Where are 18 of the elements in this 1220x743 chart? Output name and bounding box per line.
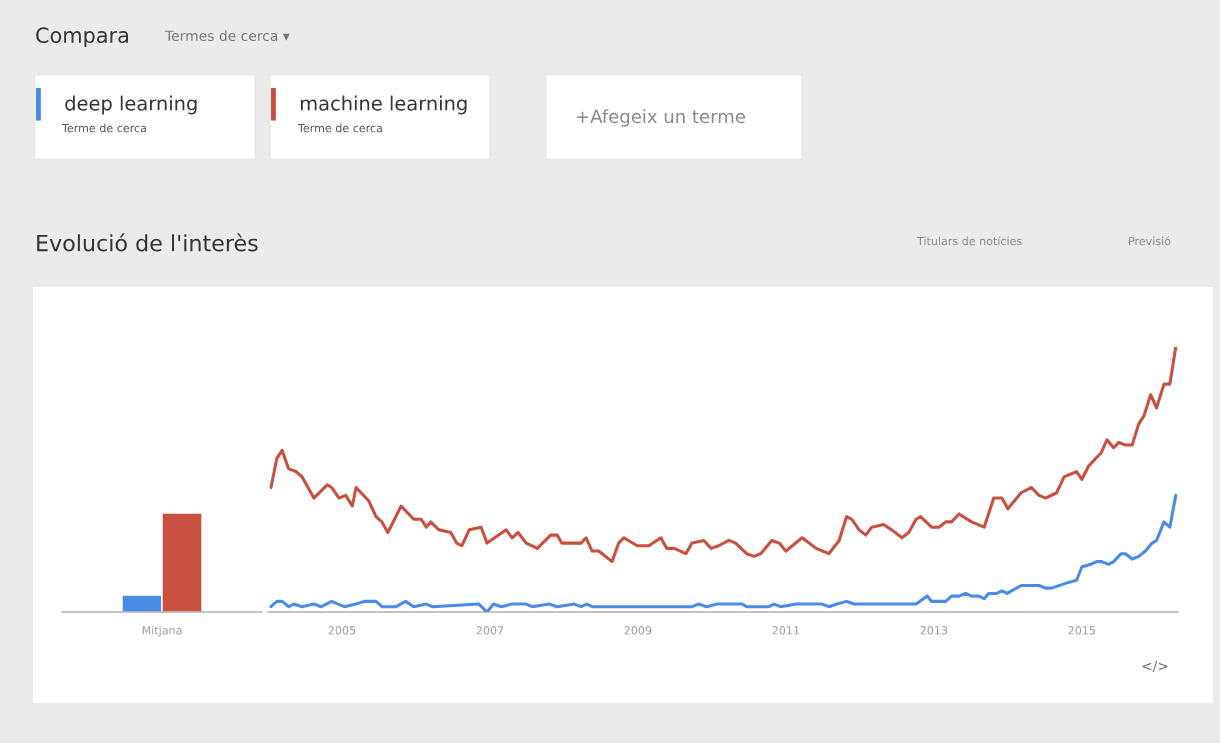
- text: Terme de cerca: [297, 123, 382, 133]
- text: Compara: [36, 27, 129, 48]
- x-tick-label: 2009: [624, 626, 652, 635]
- x-tick-label: 2007: [476, 626, 504, 635]
- x-tick-label: 2005: [328, 626, 356, 635]
- chart-title: Evolució de l'interès: [37, 233, 258, 252]
- legend-label: machine learning: [300, 95, 467, 115]
- text: Termes de cerca ▾: [164, 30, 290, 42]
- text: Terme de cerca: [61, 123, 146, 133]
- x-tick-label: Mitjana: [142, 625, 182, 637]
- text: </>: [1142, 660, 1168, 673]
- text: Titulars de notícies: [916, 236, 1022, 246]
- text: Previsió: [1129, 236, 1171, 246]
- legend-label: deep learning: [65, 95, 197, 115]
- text: +Afegeix un terme: [576, 109, 745, 127]
- x-tick-label: 2013: [920, 626, 948, 635]
- x-tick-label: 2011: [772, 626, 799, 635]
- x-tick-label: 2015: [1068, 626, 1095, 635]
